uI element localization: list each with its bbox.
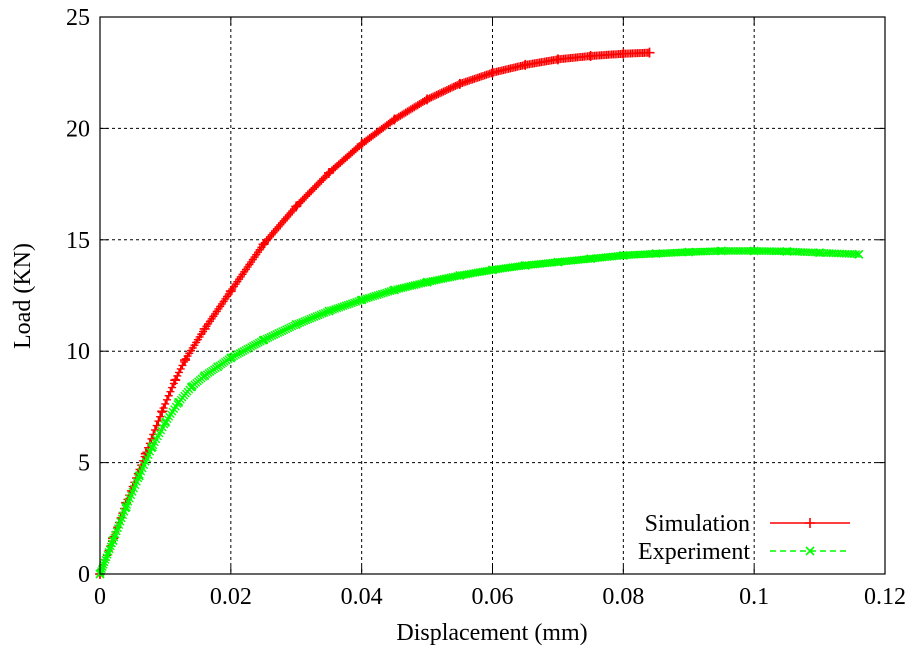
data-point — [147, 442, 157, 452]
y-tick-label: 5 — [78, 451, 90, 477]
x-tick-label: 0 — [94, 584, 106, 610]
data-point — [782, 246, 792, 256]
y-axis-label: Load (KN) — [10, 243, 36, 349]
data-point — [716, 246, 727, 256]
data-point — [422, 277, 432, 287]
y-tick-label: 10 — [66, 339, 90, 365]
x-tick-label: 0.04 — [341, 584, 383, 610]
data-point — [651, 249, 661, 259]
data-point — [585, 50, 596, 61]
x-axis-label: Displacement (mm) — [396, 620, 587, 646]
data-point — [618, 48, 629, 59]
data-point — [225, 286, 236, 297]
y-tick-label: 20 — [66, 116, 90, 142]
data-point — [815, 248, 825, 258]
data-point — [180, 355, 191, 366]
y-tick-label: 0 — [78, 562, 90, 588]
x-tick-label: 0.08 — [602, 584, 644, 610]
data-point — [684, 247, 694, 257]
data-point — [455, 270, 465, 281]
data-point — [226, 353, 236, 363]
data-point — [454, 78, 465, 89]
data-point — [520, 59, 531, 70]
data-point — [258, 239, 269, 250]
data-point — [644, 47, 655, 58]
data-point — [749, 246, 759, 256]
y-tick-label: 15 — [66, 228, 90, 254]
data-point — [356, 138, 367, 149]
data-point — [160, 417, 170, 428]
data-point — [553, 257, 563, 267]
data-point — [134, 471, 144, 481]
x-tick-label: 0.02 — [210, 584, 252, 610]
data-point — [291, 201, 302, 212]
data-point — [213, 362, 223, 372]
axis-ticks: 0 0.02 0.04 0.06 0.08 0.1 0.12 0 5 10 15 20 25 — [66, 5, 906, 610]
legend: Simulation Experiment — [638, 511, 850, 565]
data-point — [108, 536, 118, 546]
legend-marker-experiment — [805, 546, 815, 556]
data-point — [586, 254, 596, 264]
legend-label-simulation: Simulation — [645, 511, 750, 537]
data-point — [422, 94, 433, 105]
data-point — [389, 285, 399, 295]
data-point — [323, 167, 334, 178]
legend-label-experiment: Experiment — [638, 539, 750, 565]
data-point — [487, 265, 498, 275]
data-point — [291, 319, 301, 330]
series-simulation — [95, 47, 655, 579]
data-point — [552, 54, 563, 65]
data-point — [170, 375, 181, 386]
x-tick-label: 0.06 — [472, 584, 514, 610]
data-point — [324, 306, 334, 316]
series-layer — [95, 47, 864, 579]
grid — [100, 17, 885, 574]
data-point — [258, 335, 269, 345]
data-point — [187, 382, 197, 392]
data-point — [200, 371, 210, 381]
y-tick-label: 25 — [66, 5, 90, 31]
data-point — [173, 397, 184, 408]
data-point — [199, 323, 210, 334]
data-point — [618, 250, 628, 260]
data-point — [357, 295, 367, 305]
data-point — [157, 406, 168, 417]
legend-marker-simulation — [805, 518, 815, 528]
x-tick-label: 0.1 — [739, 584, 769, 610]
data-point — [520, 260, 530, 270]
data-point — [487, 67, 498, 78]
data-point — [389, 114, 400, 125]
data-point — [854, 249, 864, 259]
x-tick-label: 0.12 — [864, 584, 906, 610]
data-point — [121, 502, 131, 512]
